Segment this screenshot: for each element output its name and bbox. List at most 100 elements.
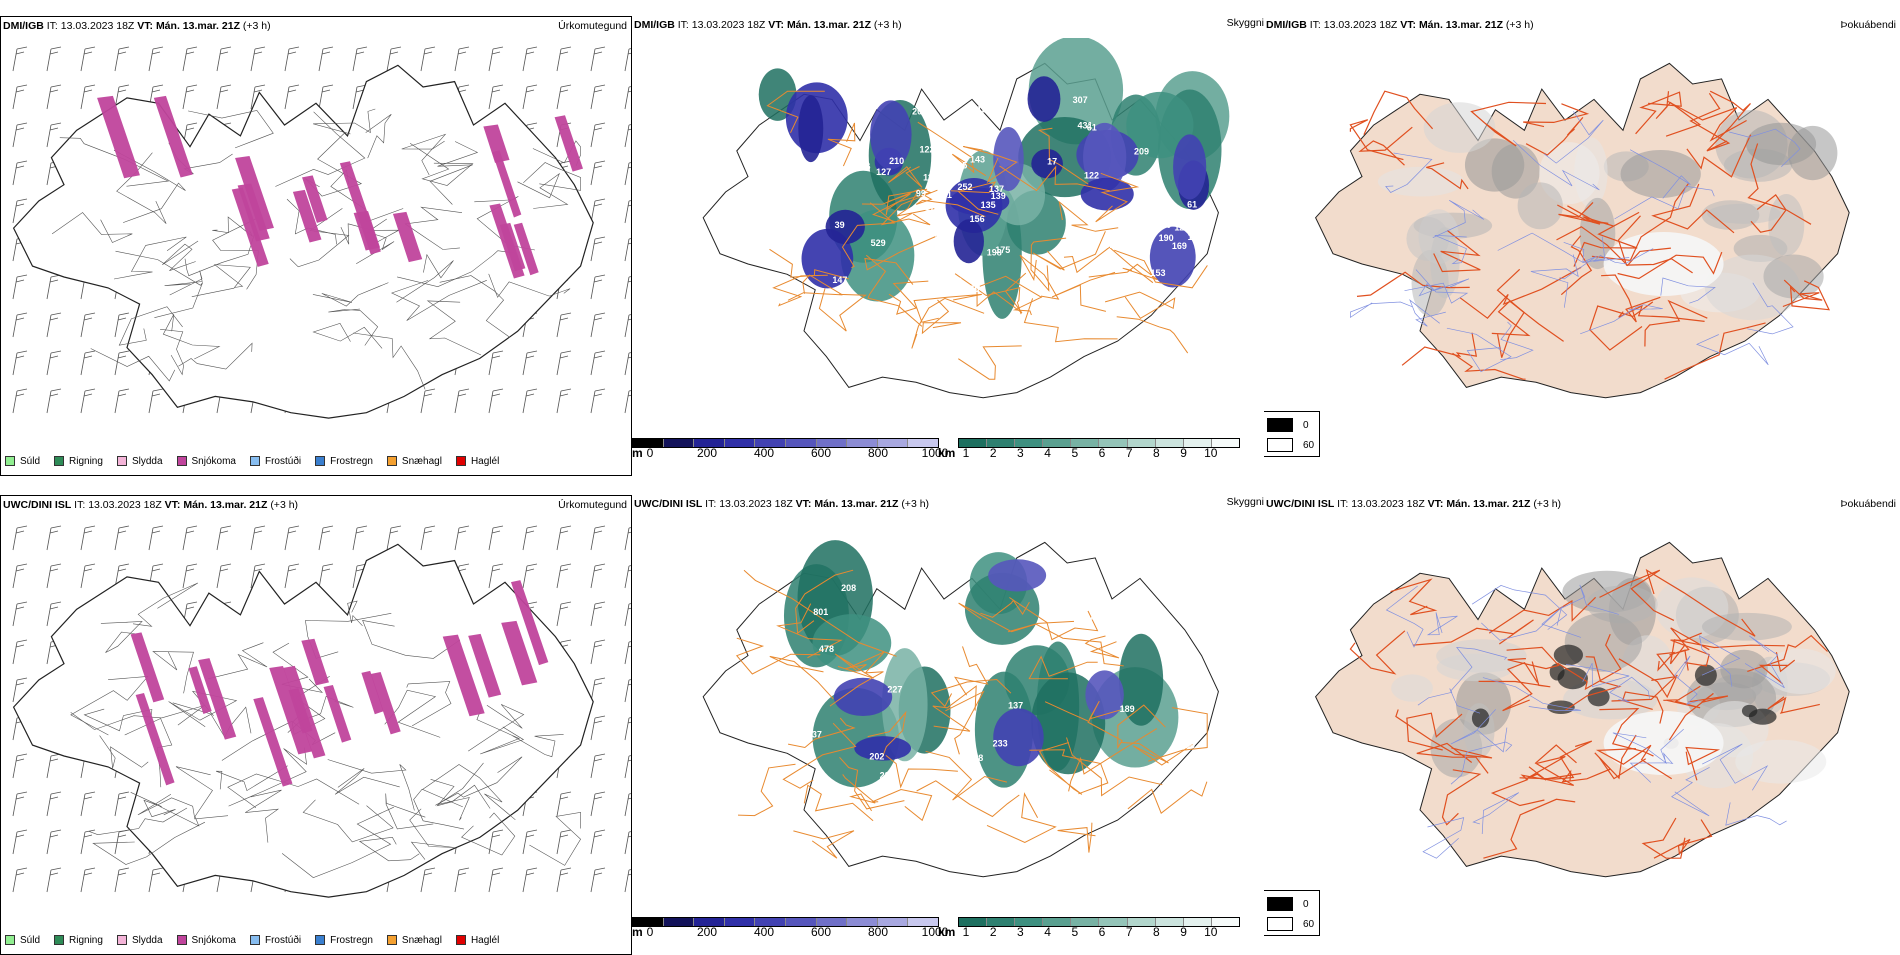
cloud-base-value: 156 [970,214,985,224]
tick-label: 6 [1098,446,1106,460]
tick-label: 400 [753,446,775,460]
colorbar-cell [1099,439,1128,447]
cloud-base-value: 169 [1172,241,1187,251]
cloud-base-value: 122 [1174,222,1189,232]
cloud-base-value: 116 [856,161,871,171]
snowfall-areas [97,95,583,279]
legend-swatch [5,456,15,466]
legend-swatch [386,935,397,945]
legend-swatch [176,935,187,945]
cloud-base-value: 135 [981,200,996,210]
cloud-base-value: 139 [991,191,1006,201]
tick-label: 800 [867,925,889,939]
cloud-base-value: 39 [835,220,845,230]
cloud-base-map: 529 175 72 431 29 198 61 210 17 122 99 173 39 169 127 3… [702,38,1230,399]
cloud-base-value: 143 [970,154,985,164]
cloud-base-value: 231 [880,770,895,780]
colorbar-cell [1127,439,1156,447]
rivers [1385,584,1787,859]
rivers [1350,111,1801,373]
legend-item: Frostregn [315,935,373,946]
model-name: DMI/IGB [634,19,675,31]
init-time: 13.03.2023 18Z [88,499,162,511]
cloud-base-colorbar [632,917,939,927]
legend-label: Súld [20,934,41,946]
cloud-base-value: 109 [933,233,948,243]
init-time: 13.03.2023 18Z [60,20,135,32]
tick-label: 4 [1044,925,1051,939]
cloud-base-labels: 529 175 72 431 29 198 61 210 17 122 99 173 39 169 127 3… [782,95,1202,294]
model-name: UWC/DINI ISL [3,499,72,511]
colorbar-cell [1071,918,1100,926]
legend-item: Frostúði [249,934,302,946]
field-title: Úrkomutegund [558,499,627,511]
cloud-base-map: 227 288 250 231 202 37 137 16 801 233 189 251 48 478 1… [702,540,1219,878]
fog-index-panel-top: DMI/IGB IT: 13.03.2023 18Z VT: Mán. 13.m… [1264,16,1900,476]
cloud-base-value: 252 [957,182,972,192]
cloud-base-labels: 227 288 250 231 202 37 137 16 801 233 189 251 48 478 1… [804,583,1195,781]
colorbar-cell [755,918,786,926]
field-title: Skyggni [1226,17,1264,29]
colorbar-cell [847,918,878,926]
init-time: 13.03.2023 18Z [1323,19,1398,31]
legend-item: Frostregn [315,456,373,467]
legend-label: Frostúði [264,455,302,467]
colorbar-cell [663,439,695,447]
init-time: 13.03.2023 18Z [1351,498,1425,510]
tick-label: 9 [1180,925,1187,939]
legend-item: Rigning [54,456,103,467]
legend-item: Snjókoma [176,456,236,467]
panel-header: UWC/DINI ISL IT: 13.03.2023 18Z VT: Mán.… [1266,498,1896,510]
cloud-base-value: 127 [876,167,891,177]
panel-header: DMI/IGB IT: 13.03.2023 18Z VT: Mán. 13.m… [3,20,627,32]
cloud-base-value: 227 [887,685,902,695]
legend-label: Frostregn [330,934,373,946]
colorbar-cell [633,918,664,926]
legend-swatch [315,456,326,466]
model-name: DMI/IGB [1266,19,1307,31]
legend-swatch [54,456,65,466]
cloud-base-value: 16 [1183,695,1193,705]
cloud-base-ticks: 0 200 400 600 800 1000 [632,925,949,939]
cloud-base-value: 175 [964,284,979,294]
cloud-base-value: 307 [1073,95,1088,105]
legend-label: Frostúði [264,934,302,946]
cloud-base-value: 202 [869,751,884,761]
legend-label: Frostregn [330,455,373,467]
lead-time: (+3 h) [1533,498,1562,510]
fog-swatch-60 [1267,438,1293,452]
cloud-base-value: 121 [937,190,952,200]
cloud-base-value: 61 [1187,200,1197,210]
valid-time: Mán. 13.mar. 21Z [155,20,240,32]
tick-label: 3 [1017,925,1024,939]
cloud-base-areas [833,559,1124,767]
cloud-base-value: 220 [1156,220,1171,230]
legend-label: Snjókoma [191,934,236,946]
legend-label: Slydda [131,455,163,467]
legend-item: Slydda [116,934,163,946]
legend-item: Snjókoma [176,934,236,946]
cloud-base-value: 478 [819,644,834,654]
colorbar-cell [694,918,725,926]
cloud-base-value: 801 [813,607,828,617]
cloud-base-value: 106 [1017,114,1032,124]
fog-index-map [1315,62,1850,399]
fog-legend: 0 60 [1264,890,1320,936]
cloud-base-value: 135 [977,104,992,114]
fog-legend: 0 60 [1264,411,1320,457]
snowfall-areas [130,580,549,787]
colorbar-cell [724,439,756,447]
visibility-ticks: 1 2 3 4 5 6 7 8 9 10 [958,925,1238,939]
tick-label: 0 [646,925,654,939]
tick-label: 2 [989,446,997,460]
colorbar-cell [1183,918,1212,926]
cloud-base-value: 209 [1134,147,1149,157]
lead-time: (+3 h) [270,499,299,511]
legend-swatch [5,935,15,945]
cloud-base-value: 189 [1120,704,1135,714]
legend-label: Slydda [131,934,163,946]
cloud-base-value: 182 [801,172,816,182]
panel-header: DMI/IGB IT: 13.03.2023 18Z VT: Mán. 13.m… [1266,19,1896,31]
colorbar-cell [959,918,988,926]
colorbar-cell [1127,918,1156,926]
